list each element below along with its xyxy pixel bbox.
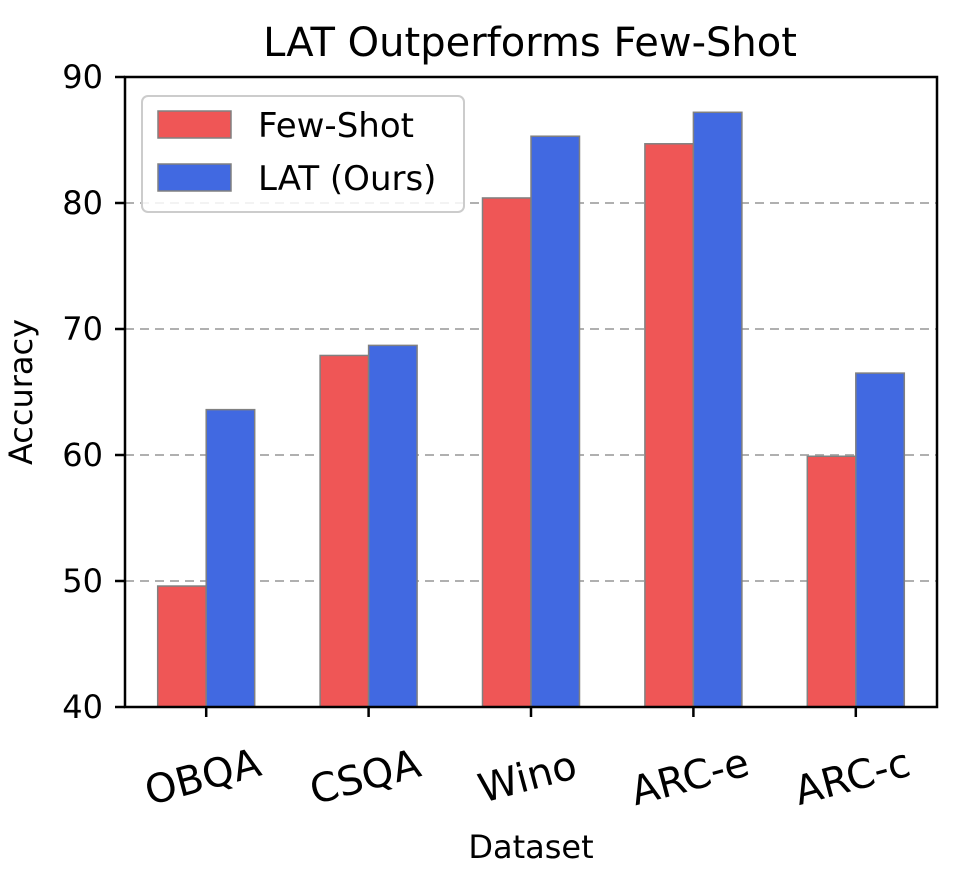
bars [156, 111, 906, 708]
bar-lat-arc-e [692, 111, 743, 708]
chart-title: LAT Outperforms Few-Shot [263, 20, 797, 66]
bar-few-shot-wino [481, 197, 532, 708]
bar-lat-wino [530, 135, 581, 708]
y-axis-label: Accuracy [2, 319, 40, 465]
y-tick-label: 80 [62, 184, 103, 222]
bar-lat-obqa [205, 408, 256, 708]
legend: Few-Shot LAT (Ours) [141, 95, 465, 213]
bar-few-shot-arc-e [644, 143, 695, 708]
x-axis-label: Dataset [468, 828, 593, 866]
y-tick-label: 60 [62, 436, 103, 474]
y-tick-label: 40 [62, 688, 103, 726]
x-tick-label: ARC-e [626, 740, 754, 816]
x-tick-label: CSQA [305, 741, 426, 815]
legend-label-few-shot: Few-Shot [258, 106, 414, 146]
legend-swatch-few-shot [157, 110, 232, 139]
bar-few-shot-csqa [319, 354, 370, 708]
y-tick-label: 70 [62, 310, 103, 348]
legend-swatch-lat [157, 163, 232, 192]
legend-label-lat: LAT (Ours) [258, 159, 436, 199]
y-tick-label: 90 [62, 58, 103, 96]
y-tick-label: 50 [62, 562, 103, 600]
bar-few-shot-arc-c [806, 455, 857, 708]
x-axis-ticks: OBQA CSQA Wino ARC-e ARC-c [140, 707, 915, 815]
y-axis-ticks: 40 50 60 70 80 90 [62, 58, 125, 726]
bar-lat-arc-c [855, 372, 906, 708]
x-tick-label: Wino [474, 742, 582, 812]
bar-lat-csqa [367, 344, 418, 708]
x-tick-label: ARC-c [790, 740, 915, 815]
x-tick-label: OBQA [140, 740, 266, 815]
bar-few-shot-obqa [156, 585, 207, 708]
